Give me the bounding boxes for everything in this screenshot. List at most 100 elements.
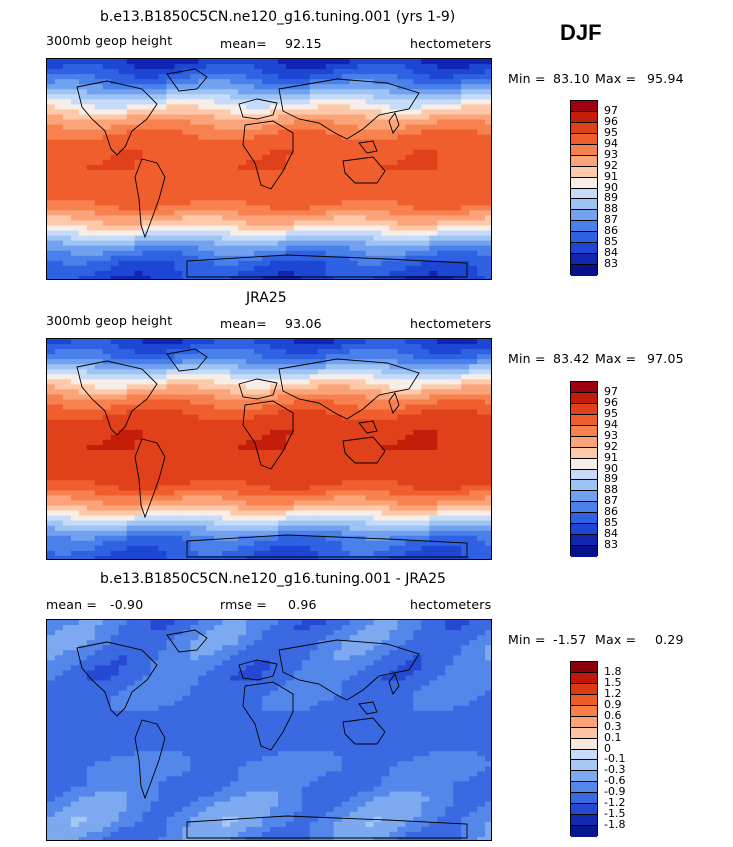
map-cell	[437, 109, 446, 116]
map-cell	[485, 495, 491, 502]
map-cell	[285, 265, 295, 272]
map-cell	[325, 240, 335, 247]
map-cell	[198, 69, 207, 75]
map-cell	[78, 515, 88, 522]
map-cell	[341, 59, 351, 65]
map-cell	[357, 109, 367, 116]
map-cell	[301, 104, 311, 111]
map-cell	[437, 460, 446, 466]
map-cell	[78, 384, 88, 391]
map-cell	[118, 510, 128, 517]
map-cell	[277, 465, 287, 471]
map-cell	[325, 460, 335, 466]
map-cell	[86, 185, 96, 191]
map-cell	[437, 84, 446, 90]
map-cell	[270, 230, 279, 237]
map-cell	[47, 535, 56, 542]
map-cell	[142, 515, 152, 522]
map-cell	[405, 465, 414, 471]
map-cell	[485, 465, 491, 471]
map-cell	[86, 555, 96, 559]
map-cell	[453, 149, 462, 156]
map-cell	[47, 359, 56, 365]
map-cell	[270, 69, 279, 75]
map-cell	[134, 450, 144, 456]
map-cell	[174, 104, 183, 111]
map-cell	[270, 354, 279, 360]
map-cell	[110, 215, 120, 222]
map-cell	[277, 475, 287, 481]
map-cell	[333, 470, 343, 476]
map-cell	[485, 475, 491, 481]
map-cell	[325, 149, 335, 156]
map-cell	[254, 419, 263, 426]
map-cell	[293, 384, 303, 391]
map-cell	[62, 354, 72, 360]
map-cell	[453, 114, 462, 121]
map-cell	[134, 240, 144, 247]
map-cell	[477, 185, 486, 191]
map-cell	[293, 495, 303, 502]
map-cell	[325, 389, 335, 396]
map-cell	[238, 89, 247, 95]
map-cell	[214, 434, 223, 441]
map-cell	[150, 444, 160, 451]
map-cell	[238, 154, 247, 161]
map-cell	[47, 210, 56, 217]
map-cell	[230, 180, 239, 186]
map-cell	[47, 399, 56, 406]
map-cell	[317, 480, 327, 486]
map-cell	[134, 175, 144, 181]
map-cell	[277, 139, 287, 146]
map-cell	[270, 364, 279, 370]
map-cell	[325, 225, 335, 232]
map-cell	[134, 255, 144, 262]
map-cell	[126, 195, 136, 201]
map-cell	[413, 59, 422, 65]
map-cell	[357, 495, 367, 502]
map-cell	[301, 470, 311, 476]
map-cell	[429, 59, 438, 65]
map-cell	[86, 124, 96, 131]
map-cell	[126, 190, 136, 196]
map-cell	[206, 270, 215, 277]
map-cell	[150, 525, 160, 532]
map-cell	[198, 409, 207, 416]
map-cell	[62, 364, 72, 370]
map-cell	[333, 220, 343, 227]
map-cell	[285, 159, 295, 166]
map-cell	[102, 384, 112, 391]
map-cell	[437, 230, 446, 237]
map-cell	[62, 349, 72, 355]
map-cell	[174, 139, 183, 146]
map-cell	[182, 99, 191, 106]
map-cell	[70, 129, 80, 136]
colorbar-swatch	[571, 210, 597, 222]
map-cell	[381, 154, 391, 161]
map-cell	[134, 404, 144, 411]
map-cell	[373, 515, 383, 522]
map-cell	[349, 535, 359, 542]
map-cell	[126, 94, 136, 100]
map-cell	[150, 475, 160, 481]
map-cell	[293, 275, 303, 279]
map-cell	[453, 470, 462, 476]
map-cell	[190, 369, 199, 375]
map-cell	[437, 119, 446, 126]
map-cell	[485, 530, 491, 537]
map-cell	[389, 470, 399, 476]
map-cell	[285, 64, 295, 70]
map-cell	[158, 369, 168, 375]
map-cell	[230, 109, 239, 116]
map-cell	[309, 409, 319, 416]
map-cell	[317, 114, 327, 121]
map-cell	[413, 394, 422, 401]
map-cell	[254, 84, 263, 90]
map-cell	[142, 404, 152, 411]
map-cell	[134, 84, 144, 90]
map-cell	[198, 379, 207, 386]
map-cell	[301, 485, 311, 491]
map-cell	[254, 409, 263, 416]
map-cell	[389, 144, 399, 151]
map-cell	[238, 74, 247, 80]
